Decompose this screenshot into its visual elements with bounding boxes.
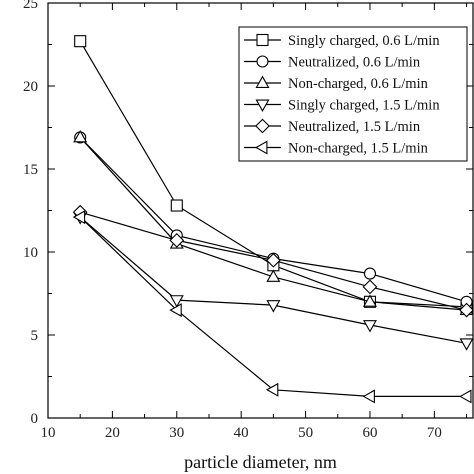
data-point-triangle-left xyxy=(362,389,375,404)
series-5 xyxy=(72,204,474,318)
legend-marker-square xyxy=(256,33,269,47)
y-tick-label: 25 xyxy=(23,0,38,12)
data-point-diamond xyxy=(169,233,185,248)
x-tick-label: 70 xyxy=(427,425,442,441)
y-tick-label: 5 xyxy=(31,328,39,344)
legend-item: Neutralized, 1.5 L/min xyxy=(244,118,421,135)
legend-label: Singly charged, 1.5 L/min xyxy=(288,98,440,114)
legend-label: Non-charged, 1.5 L/min xyxy=(288,141,429,157)
legend: Singly charged, 0.6 L/min Neutralized, 0.… xyxy=(238,26,468,162)
legend-box xyxy=(238,26,468,162)
data-point-triangle-up xyxy=(362,294,377,307)
x-tick-label: 60 xyxy=(362,425,377,441)
y-tick-label: 0 xyxy=(31,411,39,427)
legend-marker-diamond xyxy=(255,118,270,134)
data-point-diamond xyxy=(459,302,474,318)
data-point-triangle-down xyxy=(169,295,184,308)
data-point-triangle-left xyxy=(459,389,472,404)
data-point-triangle-down xyxy=(459,338,474,351)
series-6 xyxy=(72,210,472,404)
y-tick-label: 20 xyxy=(23,79,38,95)
data-point-diamond xyxy=(362,279,378,295)
data-point-triangle-up xyxy=(73,130,88,143)
legend-label: Neutralized, 0.6 L/min xyxy=(288,55,421,71)
legend-label: Singly charged, 0.6 L/min xyxy=(288,33,440,49)
data-point-triangle-down xyxy=(266,300,281,313)
axes-layer: 10 20 30 40 50 60 70 0 5 10 15 20 25 xyxy=(23,0,474,441)
legend-item: Non-charged, 0.6 L/min xyxy=(244,75,429,92)
x-tick-label: 10 xyxy=(41,425,56,441)
legend-item: Singly charged, 0.6 L/min xyxy=(244,33,440,49)
data-point-triangle-left xyxy=(72,210,86,225)
legend-marker-circle xyxy=(256,55,269,68)
x-tick-label: 40 xyxy=(234,425,249,441)
data-point-square xyxy=(170,199,183,212)
legend-marker-triangle-up xyxy=(255,75,270,88)
series-line xyxy=(79,137,467,311)
data-point-circle xyxy=(363,267,377,280)
x-tick-label: 30 xyxy=(169,425,184,441)
x-tick-label: 50 xyxy=(298,425,313,441)
legend-item: Singly charged, 1.5 L/min xyxy=(244,98,440,114)
series-layer xyxy=(72,35,474,404)
data-point-triangle-down xyxy=(362,320,377,333)
data-point-triangle-up xyxy=(266,269,281,282)
legend-label: Neutralized, 1.5 L/min xyxy=(288,119,421,135)
legend-label: Non-charged, 0.6 L/min xyxy=(288,76,429,92)
data-point-triangle-left xyxy=(169,303,182,318)
y-tick-label: 10 xyxy=(23,245,38,261)
data-point-triangle-left xyxy=(265,382,279,397)
legend-marker-triangle-down xyxy=(255,99,270,112)
data-point-diamond xyxy=(266,252,281,268)
y-tick-label: 15 xyxy=(23,162,38,178)
x-tick-label: 20 xyxy=(105,425,120,441)
legend-item: Neutralized, 0.6 L/min xyxy=(244,55,421,71)
legend-marker-triangle-left xyxy=(255,140,268,155)
data-point-square xyxy=(74,35,87,48)
legend-item: Non-charged, 1.5 L/min xyxy=(244,141,429,157)
x-axis-title: particle diameter, nm xyxy=(184,452,337,472)
